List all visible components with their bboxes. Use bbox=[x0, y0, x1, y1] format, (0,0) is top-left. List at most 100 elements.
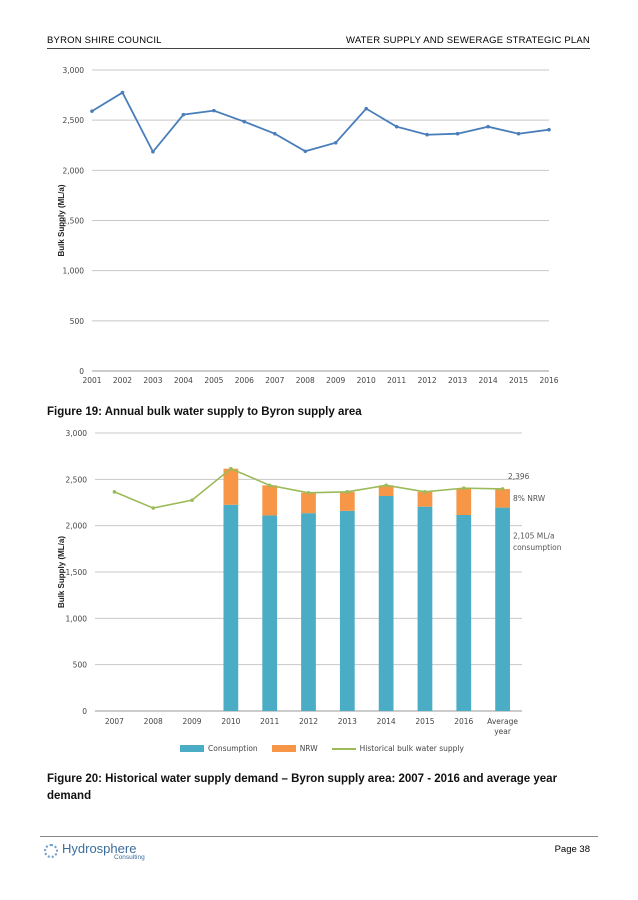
chart1-y-tick-label: 2,000 bbox=[63, 166, 85, 175]
chart2-x-tick-label: 2008 bbox=[144, 717, 163, 726]
legend-swatch-nrw bbox=[271, 745, 296, 752]
chart1-x-tick-label: 2007 bbox=[265, 376, 284, 385]
chart1-y-tick-label: 3,000 bbox=[63, 66, 85, 75]
legend-item-nrw: NRW bbox=[271, 744, 318, 753]
chart1-data-point bbox=[303, 149, 308, 154]
chart2-historical-point bbox=[190, 498, 194, 502]
chart1-series-line bbox=[91, 91, 550, 154]
chart1-data-point bbox=[90, 109, 94, 113]
legend-label-historical: Historical bulk water supply bbox=[359, 744, 464, 753]
figure-20-caption: Figure 20: Historical water supply deman… bbox=[47, 773, 558, 802]
chart2-bar-consumption bbox=[339, 510, 355, 711]
chart1-y-axis-title: Bulk Supply (ML/a) bbox=[57, 184, 66, 256]
chart2-bar-consumption bbox=[456, 515, 472, 711]
chart2-historical-point bbox=[306, 490, 311, 495]
chart2-bar-consumption bbox=[223, 504, 239, 711]
chart1-x-tick-label: 2009 bbox=[326, 376, 345, 385]
chart1-x-tick-label: 2002 bbox=[113, 376, 132, 385]
chart1-data-point bbox=[394, 124, 399, 129]
chart2-historical-point bbox=[423, 490, 427, 494]
chart1-data-point bbox=[425, 132, 429, 137]
legend-swatch-historical bbox=[331, 747, 356, 750]
chart2-x-tick-label: year bbox=[494, 727, 512, 736]
chart2-bar-consumption bbox=[301, 513, 316, 711]
chart1-x-tick-label: 2015 bbox=[509, 376, 528, 385]
chart1-y-tick-label: 1,000 bbox=[63, 267, 85, 276]
chart1-y-tick-label: 2,500 bbox=[63, 116, 85, 125]
chart2-y-tick-label: 0 bbox=[82, 707, 87, 716]
chart2-bar-consumption bbox=[262, 515, 278, 711]
chart2-y-tick-label: 1,000 bbox=[66, 614, 88, 623]
chart2-y-tick-label: 3,000 bbox=[66, 429, 88, 438]
chart2-annotation-nrw: 8% NRW bbox=[513, 494, 546, 503]
chart1-x-tick-label: 2003 bbox=[143, 376, 162, 385]
chart2-annotation-consumption-label: consumption bbox=[513, 543, 562, 552]
chart2-bar-nrw bbox=[378, 485, 394, 497]
chart1-x-tick-label: 2012 bbox=[418, 376, 437, 385]
chart1-x-tick-label: 2006 bbox=[235, 376, 254, 385]
chart2-y-tick-label: 500 bbox=[73, 661, 88, 670]
chart2-x-tick-label: 2014 bbox=[377, 717, 396, 726]
figure-19-caption: Figure 19: Annual bulk water supply to B… bbox=[47, 406, 362, 418]
chart2-bar-consumption bbox=[417, 506, 433, 711]
chart2-historical-point bbox=[500, 487, 505, 491]
chart1-x-tick-label: 2008 bbox=[296, 376, 315, 385]
chart2-legend: Consumption NRW Historical bulk water su… bbox=[180, 744, 478, 753]
page-number: Page 38 bbox=[554, 844, 590, 855]
chart1-data-point bbox=[547, 127, 551, 132]
legend-item-historical: Historical bulk water supply bbox=[331, 744, 464, 753]
chart2-y-tick-label: 2,500 bbox=[66, 475, 88, 484]
header-divider bbox=[47, 48, 590, 49]
chart2-x-tick-label: 2015 bbox=[415, 717, 434, 726]
chart2-x-tick-label: 2012 bbox=[299, 717, 318, 726]
logo-text: Hydrosphere bbox=[62, 841, 137, 856]
chart2-x-tick-label: 2016 bbox=[454, 717, 473, 726]
chart2-annotation-consumption-value: 2,105 ML/a bbox=[513, 532, 555, 541]
chart1-data-point bbox=[212, 108, 216, 113]
chart2-bar-consumption bbox=[495, 507, 510, 711]
hydrosphere-logo: Hydrosphere Consulting bbox=[44, 842, 145, 861]
chart2-y-axis-title: Bulk Supply (ML/a) bbox=[57, 536, 66, 608]
chart2-x-tick-label: 2007 bbox=[105, 717, 124, 726]
chart2-x-tick-label: 2013 bbox=[338, 717, 357, 726]
chart2-bar-nrw bbox=[495, 489, 510, 508]
chart2-bar-nrw bbox=[339, 491, 355, 511]
chart1-data-point bbox=[151, 149, 155, 154]
chart1-data-point bbox=[486, 124, 490, 129]
chart2-historical-point bbox=[151, 506, 156, 510]
chart2-bar-nrw bbox=[301, 492, 316, 514]
chart1-x-tick-label: 2001 bbox=[82, 376, 101, 385]
chart1-y-tick-label: 0 bbox=[79, 367, 84, 376]
chart1-data-point bbox=[181, 112, 186, 117]
legend-swatch-consumption bbox=[180, 745, 204, 752]
chart2-x-tick-label: 2011 bbox=[260, 717, 279, 726]
chart1-x-tick-label: 2013 bbox=[448, 376, 467, 385]
logo-subtext: Consulting bbox=[114, 854, 145, 861]
chart2-bar-consumption bbox=[378, 496, 394, 711]
chart2-bar-nrw bbox=[456, 488, 472, 516]
chart2-historical-point bbox=[112, 490, 117, 494]
legend-item-consumption: Consumption bbox=[180, 744, 258, 753]
chart1-data-point bbox=[242, 119, 247, 124]
chart2-y-tick-label: 1,500 bbox=[66, 568, 88, 577]
chart1-y-tick-label: 500 bbox=[70, 317, 85, 326]
chart1-data-point bbox=[333, 140, 338, 145]
chart2-historical-point bbox=[384, 483, 388, 488]
header-right: WATER SUPPLY AND SEWERAGE STRATEGIC PLAN bbox=[346, 35, 590, 46]
footer-divider bbox=[40, 836, 598, 837]
chart2-x-tick-label: Average bbox=[487, 717, 518, 726]
legend-label-consumption: Consumption bbox=[208, 744, 258, 753]
chart2-historical-point bbox=[267, 483, 272, 488]
chart1-x-tick-label: 2010 bbox=[357, 376, 376, 385]
chart1-y-tick-label: 1,500 bbox=[63, 217, 85, 226]
chart1-data-point bbox=[120, 90, 125, 95]
chart2-annotation-total: 2,396 bbox=[508, 472, 530, 481]
chart2-bar-nrw bbox=[223, 468, 239, 505]
chart1-x-tick-label: 2016 bbox=[539, 376, 558, 385]
chart1-data-point bbox=[273, 131, 277, 136]
chart1-x-tick-label: 2011 bbox=[387, 376, 406, 385]
legend-label-nrw: NRW bbox=[299, 744, 318, 753]
chart1-x-tick-label: 2005 bbox=[204, 376, 223, 385]
chart1-data-point bbox=[455, 131, 460, 136]
